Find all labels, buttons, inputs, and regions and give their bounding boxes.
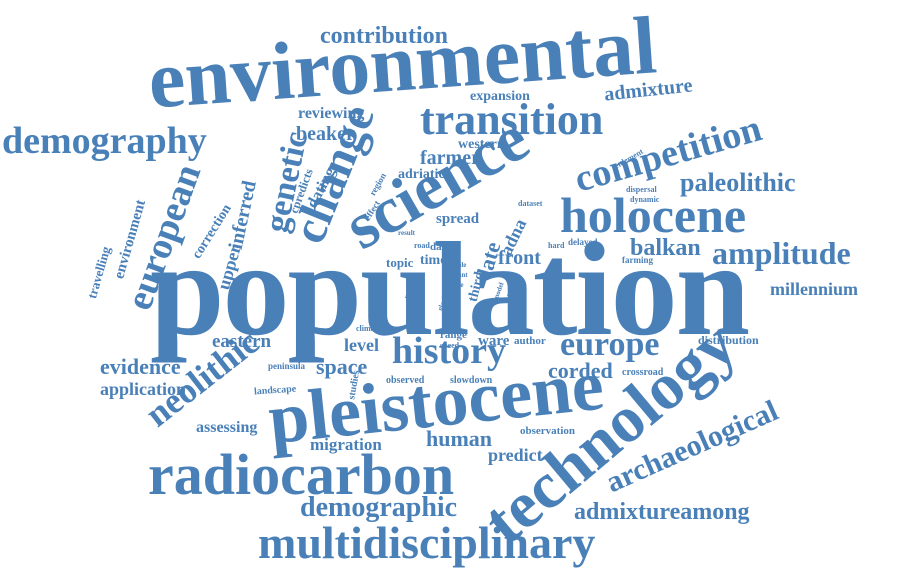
word-crossroad: crossroad [622,368,663,378]
word-slowdown: slowdown [450,376,492,386]
word-topic: topic [386,256,413,269]
word-range: range [440,330,467,341]
word-adriatic: adriatic [398,168,445,182]
word-level: level [344,336,379,354]
word-corded: corded [548,360,613,382]
word-eastern: eastern [212,332,271,351]
word-dataset: dataset [518,200,542,208]
word-dispersal: dispersal [626,186,657,194]
word-human: human [426,428,492,450]
word-road: road [414,242,430,250]
word-peninsula: peninsula [268,362,305,371]
word-travelling: travelling [85,245,112,300]
word-observation: observation [520,426,575,437]
word-data: data [430,242,451,253]
word-delayed: delayed [568,238,598,247]
word-climate: climate [356,325,381,333]
word-contribution: contribution [320,24,448,48]
word-plant: plant [452,272,468,279]
word-ware: ware [478,334,509,349]
word-western: western [458,138,505,152]
word-demography: demography [2,122,207,160]
word-beaker: beaker [296,124,355,144]
word-author: author [514,336,546,347]
word-admixtureamong: admixtureamong [574,500,750,524]
word-migration: migration [310,436,382,453]
word-speed: speed [440,342,459,350]
word-paleolithic: paleolithic [680,170,796,196]
word-application: application [100,380,186,398]
word-distribution: distribution [698,334,759,346]
word-transition: transition [420,98,603,142]
word-spread: spread [436,212,479,227]
word-europe: europe [560,328,659,362]
word-expansion: expansion [470,90,530,104]
word-assessing: assessing [196,420,257,436]
word-multidisciplinary: multidisciplinary [258,520,595,566]
word-reviewing: reviewing [298,106,364,122]
word-amplitude: amplitude [712,237,851,269]
word-dynamic: dynamic [630,196,659,204]
word-predict: predict [488,446,543,464]
word-demographic: demographic [300,494,457,522]
word-farming: farming [622,256,653,265]
word-scale: scale [452,262,466,269]
word-role: role [452,282,464,289]
word-observed: observed [386,376,424,386]
word-result: result [398,230,415,237]
word-hard: hard [548,242,564,250]
word-millennium: millennium [770,280,858,298]
word-evidence: evidence [100,356,181,378]
word-time: time [420,254,446,268]
